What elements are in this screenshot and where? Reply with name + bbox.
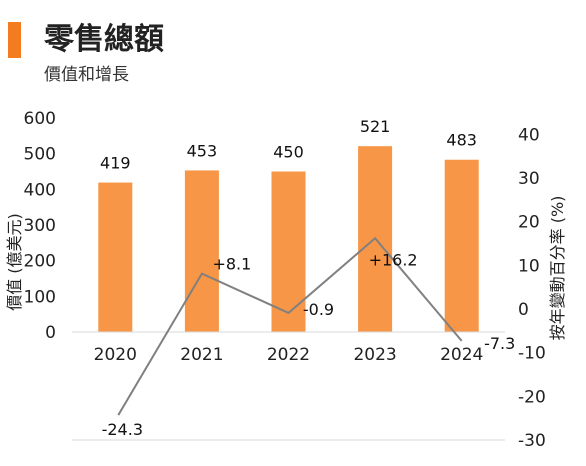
- y-tick-label: 100: [24, 287, 56, 307]
- growth-value-label: +16.2: [369, 250, 418, 269]
- bar: [444, 159, 479, 332]
- y2-tick-label: -20: [518, 387, 546, 407]
- bar: [98, 182, 133, 332]
- x-tick-label: 2023: [353, 345, 396, 365]
- chart-title: 零售總額: [44, 22, 164, 57]
- y-axis-title: 價值 (億美元): [5, 213, 24, 311]
- y-tick-label: 300: [24, 216, 56, 236]
- bar-value-label: 483: [446, 131, 477, 150]
- x-tick-label: 2022: [267, 345, 310, 365]
- y2-tick-label: -10: [518, 344, 546, 364]
- y-tick-label: 400: [24, 180, 56, 200]
- bar-value-label: 521: [360, 117, 391, 136]
- chart-subtitle: 價值和增長: [44, 65, 129, 85]
- y2-tick-label: 40: [518, 125, 540, 145]
- title-accent-bar: [8, 22, 21, 58]
- bar-value-label: 450: [273, 143, 304, 162]
- y2-tick-label: 10: [518, 256, 540, 276]
- growth-value-label: +8.1: [212, 255, 251, 274]
- growth-value-label: -0.9: [303, 300, 334, 319]
- y-tick-label: 600: [24, 109, 56, 129]
- y2-tick-label: 0: [518, 300, 529, 320]
- growth-value-label: -24.3: [102, 420, 143, 439]
- growth-value-label: -7.3: [484, 334, 515, 353]
- y-tick-label: 500: [24, 145, 56, 165]
- y-tick-label: 200: [24, 252, 56, 272]
- x-tick-label: 2020: [94, 345, 137, 365]
- growth-line: [117, 236, 463, 416]
- bar: [271, 171, 306, 332]
- bar-value-label: 419: [100, 154, 131, 173]
- y-tick-label: 0: [45, 323, 56, 343]
- bar: [184, 170, 219, 332]
- y2-tick-label: 20: [518, 213, 540, 233]
- x-tick-label: 2021: [180, 345, 223, 365]
- bar-value-label: 453: [187, 141, 218, 160]
- y2-tick-label: 30: [518, 169, 540, 189]
- x-tick-label: 2024: [440, 345, 483, 365]
- y2-axis-title: 按年變動百分率 (%): [548, 196, 567, 341]
- y2-tick-label: -30: [518, 431, 546, 451]
